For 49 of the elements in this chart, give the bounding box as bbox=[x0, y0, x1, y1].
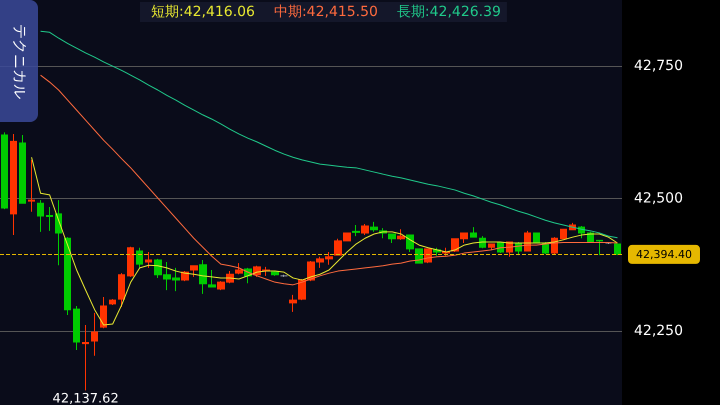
text: 中期:42,415.50 bbox=[274, 4, 378, 20]
candlestick bbox=[10, 133, 17, 236]
y-tick-label: 42,500 bbox=[634, 190, 683, 207]
candlestick bbox=[235, 262, 243, 275]
ref-line-label: 42,394.40 bbox=[636, 248, 692, 261]
candlestick bbox=[208, 270, 216, 288]
line-series bbox=[31, 156, 618, 326]
y-tick-label: 42,750 bbox=[634, 58, 683, 74]
candlestick bbox=[55, 200, 62, 266]
candlestick bbox=[145, 252, 152, 268]
candlestick bbox=[397, 228, 405, 240]
candlestick bbox=[82, 324, 89, 391]
candlestick bbox=[370, 221, 378, 232]
candlestick bbox=[190, 265, 198, 278]
candlestick bbox=[46, 206, 53, 232]
y-tick-label: 42,250 bbox=[634, 322, 683, 339]
candlestick bbox=[199, 259, 207, 294]
candlestick bbox=[470, 226, 477, 238]
candlestick bbox=[488, 244, 495, 250]
candlestick bbox=[19, 134, 26, 204]
candlestick bbox=[289, 294, 297, 312]
candlestick bbox=[271, 270, 279, 276]
candlestick bbox=[28, 159, 35, 212]
candlestick bbox=[64, 236, 71, 316]
annotation: 42,137.62 bbox=[52, 391, 119, 405]
candlestick bbox=[37, 200, 44, 232]
annotation: テクニカル bbox=[10, 24, 28, 98]
candlestick bbox=[280, 274, 288, 278]
candlestick bbox=[109, 298, 116, 306]
candlestick bbox=[91, 312, 98, 356]
tab-button[interactable]: テクニカル bbox=[0, 0, 38, 122]
candlestick bbox=[352, 224, 360, 237]
text: 短期:42,416.06 bbox=[151, 4, 256, 20]
candlestick bbox=[73, 306, 80, 350]
candlestick bbox=[136, 247, 143, 268]
candlestick bbox=[614, 244, 621, 256]
candlestick bbox=[118, 272, 125, 308]
candlestick bbox=[361, 223, 369, 236]
line-series bbox=[40, 74, 618, 286]
candlestick bbox=[127, 246, 134, 278]
candlestick bbox=[1, 132, 8, 210]
candlestick bbox=[560, 228, 567, 240]
candlestick bbox=[596, 239, 603, 256]
candlestick bbox=[100, 296, 107, 329]
text: 長期:42,426.39 bbox=[396, 4, 501, 20]
candlestick bbox=[605, 241, 612, 245]
line-series bbox=[40, 30, 618, 238]
candlestick bbox=[388, 234, 396, 244]
candlestick bbox=[533, 232, 540, 244]
